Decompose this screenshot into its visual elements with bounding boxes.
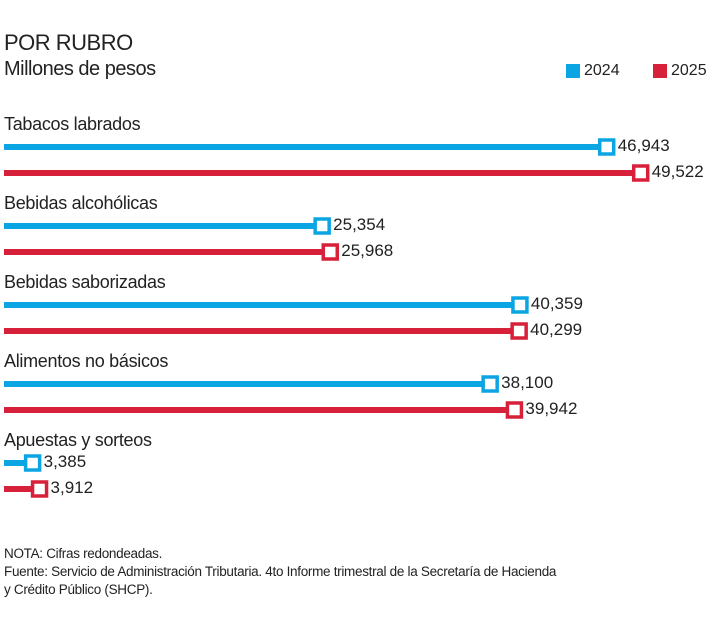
bar-end-marker-2024 [597,138,616,156]
category-label: Bebidas alcohólicas [4,193,158,213]
chart-title: POR RUBRO [4,30,133,55]
category-label: Tabacos labrados [4,114,141,134]
bar-end-marker-2024 [313,217,331,235]
bar-2025 [4,328,520,334]
legend-label-2025: 2025 [671,62,707,79]
bar-end-marker-2025 [505,401,524,419]
value-label-2025: 39,942 [525,399,578,418]
legend-item-2025: 2025 [653,62,707,80]
legend-item-2024: 2024 [566,62,620,80]
value-label-2024: 38,100 [501,373,554,392]
source-text-line2: y Crédito Público (SHCP). [4,582,153,597]
bar-end-marker-2024 [23,454,42,472]
legend-label-2024: 2024 [584,62,620,79]
bar-end-marker-2024 [481,375,499,393]
legend-swatch-2025 [653,64,667,78]
category-label: Bebidas saborizadas [4,272,166,292]
value-label-2025: 3,912 [50,478,94,497]
bar-2024 [4,223,323,229]
value-label-2025: 25,968 [341,241,394,260]
chart-subtitle: Millones de pesos [4,58,156,80]
value-label-2025: 40,299 [530,320,583,339]
value-label-2024: 40,359 [530,294,583,313]
category-label: Apuestas y sorteos [4,430,152,450]
value-label-2025: 49,522 [651,162,704,181]
note-text: NOTA: Cifras redondeadas. [4,546,163,561]
bar-2025 [4,486,40,492]
bar-end-marker-2024 [511,296,529,314]
bar-2024 [4,381,491,387]
legend-swatch-2024 [566,64,580,78]
value-label-2024: 46,943 [617,136,670,155]
bar-2025 [4,249,331,255]
value-label-2024: 3,385 [43,452,87,471]
bar-2024 [4,302,520,308]
bar-end-marker-2025 [321,243,340,261]
source-text-line1: Fuente: Servicio de Administración Tribu… [4,564,557,579]
bar-end-marker-2025 [30,480,49,498]
bar-2024 [4,144,607,150]
bar-end-marker-2025 [631,164,650,182]
value-label-2024: 25,354 [333,215,386,234]
bar-2025 [4,170,641,176]
category-label: Alimentos no básicos [4,351,169,371]
bar-2024 [4,460,33,466]
bar-2025 [4,407,515,413]
bar-end-marker-2025 [510,322,528,340]
